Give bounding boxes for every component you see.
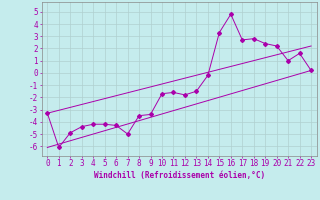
- X-axis label: Windchill (Refroidissement éolien,°C): Windchill (Refroidissement éolien,°C): [94, 171, 265, 180]
